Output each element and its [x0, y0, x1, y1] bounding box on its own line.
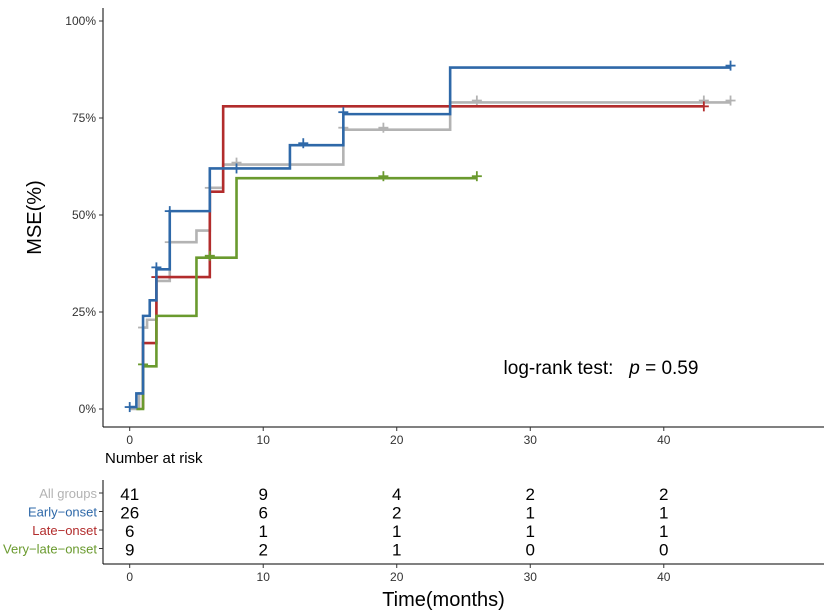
- y-tick-label: 0%: [79, 402, 97, 416]
- risk-row-group-label: Early−onset: [28, 505, 97, 520]
- censor-mark: [298, 138, 309, 149]
- log-rank-prefix: log-rank test:: [504, 358, 630, 379]
- series-line-very-late-onset: [136, 176, 477, 411]
- y-tick-label: 75%: [72, 111, 96, 125]
- risk-count-cell: 1: [392, 522, 401, 541]
- censor-mark: [725, 95, 736, 106]
- y-tick-label: 25%: [72, 305, 96, 319]
- risk-x-tick-label: 10: [257, 570, 271, 584]
- risk-count-cell: 0: [659, 541, 668, 560]
- y-axis-title: MSE(%): [24, 180, 46, 254]
- x-tick-label: 0: [126, 433, 133, 447]
- y-tick-label: 50%: [72, 208, 96, 222]
- risk-count-cell: 9: [125, 541, 134, 560]
- x-tick-label: 20: [390, 433, 404, 447]
- risk-count-cell: 1: [526, 522, 535, 541]
- risk-count-cell: 41: [120, 485, 139, 504]
- risk-count-cell: 6: [125, 522, 134, 541]
- risk-row-group-label: Late−onset: [32, 523, 97, 538]
- series-line-early-onset: [129, 66, 731, 409]
- y-tick-label: 100%: [65, 14, 96, 28]
- censor-mark: [471, 171, 482, 182]
- censor-mark: [204, 250, 215, 261]
- risk-count-cell: 2: [526, 485, 535, 504]
- risk-count-cell: 0: [526, 541, 535, 560]
- x-axis-title: Time(months): [382, 589, 505, 611]
- risk-count-cell: 6: [258, 504, 267, 523]
- censor-mark: [231, 163, 242, 174]
- censor-mark: [378, 171, 389, 182]
- censor-mark: [164, 206, 175, 217]
- x-tick-label: 30: [524, 433, 538, 447]
- p-value: = 0.59: [640, 358, 699, 379]
- risk-count-cell: 2: [659, 485, 668, 504]
- risk-x-tick-label: 40: [657, 570, 671, 584]
- risk-count-cell: 1: [659, 522, 668, 541]
- censor-mark: [471, 95, 482, 106]
- log-rank-annotation: log-rank test: p = 0.59: [504, 358, 699, 379]
- risk-count-cell: 1: [659, 504, 668, 523]
- series-line-late-onset: [141, 105, 704, 409]
- risk-count-cell: 1: [526, 504, 535, 523]
- censor-mark: [378, 122, 389, 133]
- risk-row-group-label: Very−late−onset: [3, 542, 97, 557]
- censor-mark: [124, 402, 135, 413]
- p-symbol: p: [628, 358, 640, 379]
- risk-count-cell: 26: [120, 504, 139, 523]
- risk-x-tick-label: 30: [524, 570, 538, 584]
- censor-mark: [725, 60, 736, 71]
- x-tick-label: 10: [257, 433, 271, 447]
- risk-count-cell: 2: [392, 504, 401, 523]
- censor-mark: [338, 107, 349, 118]
- risk-count-cell: 9: [258, 485, 267, 504]
- km-plot-panel: 0% 25% 50% 75% 100% 0 10 20 30 40 MSE(%) log-rank t…: [24, 8, 824, 447]
- risk-row-group-label: All groups: [39, 486, 97, 501]
- censor-mark: [698, 101, 709, 112]
- risk-x-tick-label: 0: [126, 570, 133, 584]
- risk-count-cell: 4: [392, 485, 401, 504]
- risk-count-cell: 1: [392, 541, 401, 560]
- risk-count-cell: 1: [258, 522, 267, 541]
- risk-x-tick-label: 20: [390, 570, 404, 584]
- risk-table-title: Number at risk: [105, 450, 203, 467]
- x-tick-label: 40: [657, 433, 671, 447]
- censor-mark: [151, 262, 162, 273]
- risk-count-cell: 2: [258, 541, 267, 560]
